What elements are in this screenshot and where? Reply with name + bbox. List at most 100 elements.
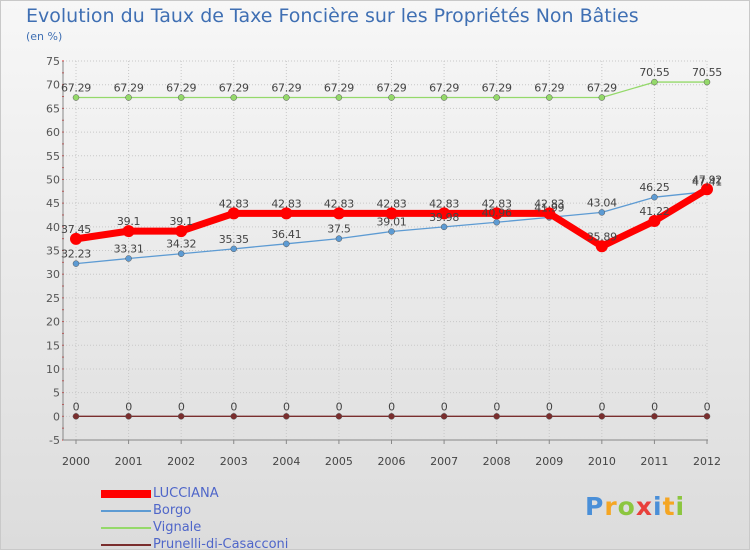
x-tick-label: 2005 (325, 455, 353, 468)
data-label-vignale: 67.29 (324, 82, 354, 95)
y-tick-label: 70 (46, 79, 60, 92)
data-point-prunelli-di-casacconi (335, 413, 343, 420)
data-point-lucciana (648, 215, 661, 228)
data-point-vignale (335, 94, 343, 101)
data-label-vignale: 70.55 (639, 66, 669, 79)
data-label-prunelli-di-casacconi: 0 (598, 400, 605, 413)
data-label-borgo: 36.41 (271, 228, 301, 241)
data-point-prunelli-di-casacconi (283, 413, 290, 420)
data-label-borgo: 39.01 (377, 216, 407, 229)
y-tick-label: 55 (46, 150, 60, 163)
data-label-borgo: 32.23 (61, 248, 91, 261)
data-point-prunelli-di-casacconi (651, 413, 658, 420)
data-point-vignale (72, 94, 80, 101)
data-point-prunelli-di-casacconi (230, 413, 237, 420)
data-point-lucciana (438, 207, 451, 220)
data-label-borgo: 35.35 (219, 233, 249, 246)
data-label-lucciana: 42.83 (377, 197, 407, 210)
data-label-prunelli-di-casacconi: 0 (388, 400, 395, 413)
data-point-prunelli-di-casacconi (72, 413, 80, 420)
data-label-borgo: 34.32 (166, 238, 196, 251)
data-point-borgo (388, 228, 395, 235)
data-point-lucciana (385, 207, 398, 220)
data-label-lucciana: 47.92 (692, 173, 722, 186)
data-point-borgo (177, 250, 185, 257)
data-point-lucciana (490, 207, 503, 220)
data-label-prunelli-di-casacconi: 0 (704, 400, 711, 413)
data-point-vignale (125, 94, 132, 101)
data-label-vignale: 67.29 (271, 82, 301, 95)
data-label-borgo: 43.04 (587, 196, 617, 209)
data-label-vignale: 67.29 (587, 82, 617, 95)
data-label-prunelli-di-casacconi: 0 (283, 400, 290, 413)
data-point-vignale (440, 94, 448, 101)
x-tick-label: 2000 (62, 455, 90, 468)
data-label-prunelli-di-casacconi: 0 (73, 400, 80, 413)
data-point-lucciana (70, 232, 82, 245)
data-label-lucciana: 42.83 (271, 197, 301, 210)
data-label-prunelli-di-casacconi: 0 (441, 400, 448, 413)
data-point-borgo (72, 260, 80, 267)
data-point-prunelli-di-casacconi (598, 413, 606, 420)
legend-swatch-lucciana (101, 490, 151, 498)
x-tick-label: 2001 (115, 455, 143, 468)
data-point-borgo (283, 240, 290, 248)
y-tick-label: 40 (46, 221, 60, 234)
data-point-lucciana (280, 207, 293, 220)
data-label-lucciana: 41.22 (639, 205, 669, 218)
data-label-lucciana: 37.45 (61, 223, 91, 236)
data-point-prunelli-di-casacconi (546, 413, 553, 420)
data-label-vignale: 70.55 (692, 66, 722, 79)
data-point-borgo (598, 209, 606, 216)
data-label-prunelli-di-casacconi: 0 (125, 400, 132, 413)
y-tick-label: 15 (46, 339, 60, 352)
data-label-borgo: 39.98 (429, 211, 459, 224)
data-label-lucciana: 42.83 (219, 197, 249, 210)
data-label-vignale: 67.29 (482, 82, 512, 95)
y-tick-label: 45 (46, 197, 60, 210)
x-tick-label: 2004 (272, 455, 300, 468)
data-label-prunelli-di-casacconi: 0 (336, 400, 343, 413)
data-point-prunelli-di-casacconi (125, 413, 132, 420)
data-point-lucciana (332, 207, 345, 220)
data-label-lucciana: 42.83 (534, 197, 564, 210)
x-tick-label: 2009 (535, 455, 563, 468)
x-tick-label: 2010 (588, 455, 616, 468)
data-point-vignale (598, 94, 606, 101)
data-label-borgo: 46.25 (639, 181, 669, 194)
data-label-borgo: 40.96 (482, 206, 512, 219)
data-point-vignale (230, 94, 237, 101)
y-tick-label: 20 (46, 316, 60, 329)
x-tick-label: 2006 (378, 455, 406, 468)
data-label-lucciana: 39.1 (117, 215, 140, 228)
data-label-vignale: 67.29 (166, 82, 196, 95)
data-point-borgo (493, 219, 500, 226)
y-tick-label: 0 (53, 410, 60, 423)
x-tick-label: 2012 (693, 455, 721, 468)
y-tick-label: 35 (46, 245, 60, 258)
data-label-prunelli-di-casacconi: 0 (493, 400, 500, 413)
y-tick-label: 10 (46, 363, 60, 376)
data-point-prunelli-di-casacconi (703, 413, 711, 420)
x-tick-label: 2008 (483, 455, 511, 468)
data-point-borgo (230, 245, 237, 253)
data-label-vignale: 67.29 (114, 82, 144, 95)
data-point-vignale (546, 94, 553, 101)
data-point-lucciana (227, 207, 240, 220)
y-tick-label: 50 (46, 173, 60, 186)
data-label-prunelli-di-casacconi: 0 (230, 400, 237, 413)
data-point-borgo (440, 223, 448, 231)
y-tick-label: 5 (53, 387, 60, 400)
data-point-vignale (493, 94, 500, 101)
data-label-prunelli-di-casacconi: 0 (546, 400, 553, 413)
data-point-prunelli-di-casacconi (493, 413, 500, 420)
data-point-vignale (177, 94, 185, 101)
data-point-lucciana (595, 240, 608, 253)
data-point-lucciana (701, 183, 713, 196)
data-label-borgo: 47.41 (692, 176, 722, 189)
data-label-lucciana: 35.89 (587, 230, 617, 243)
unit-label: (en %) (26, 30, 63, 43)
y-tick-label: 65 (46, 102, 60, 115)
